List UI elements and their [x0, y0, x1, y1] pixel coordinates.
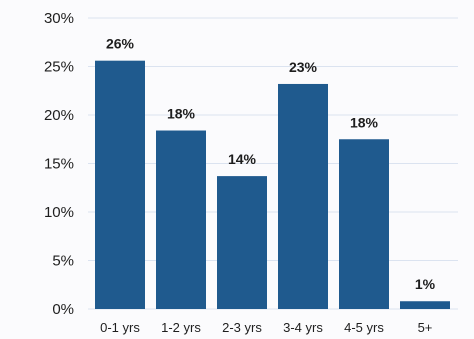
y-tick-label: 5%	[52, 253, 74, 270]
y-tick-label: 0%	[52, 301, 74, 318]
bar	[156, 130, 206, 309]
y-tick-label: 10%	[44, 204, 74, 221]
bar	[278, 83, 328, 310]
y-tick-label: 30%	[44, 10, 74, 27]
y-tick-label: 25%	[44, 59, 74, 76]
bar	[339, 139, 389, 309]
data-label: 1%	[415, 276, 436, 292]
bar	[95, 60, 145, 310]
x-tick-label: 2-3 yrs	[222, 320, 262, 335]
y-axis-tick-labels: 0% 5% 10% 15% 20% 25% 30%	[44, 10, 74, 318]
data-label: 14%	[228, 151, 257, 167]
x-axis-category-labels: 0-1 yrs 1-2 yrs 2-3 yrs 3-4 yrs 4-5 yrs 5+	[100, 320, 432, 335]
data-labels: 26% 18% 14% 23% 18% 1%	[106, 36, 436, 293]
data-label: 18%	[350, 114, 379, 130]
y-tick-label: 20%	[44, 107, 74, 124]
y-tick-label: 15%	[44, 156, 74, 173]
gridlines	[88, 17, 458, 310]
x-tick-label: 3-4 yrs	[283, 320, 323, 335]
data-label: 18%	[167, 106, 196, 122]
bar	[217, 176, 267, 309]
x-tick-label: 0-1 yrs	[100, 320, 140, 335]
data-label: 23%	[289, 59, 318, 75]
bars	[95, 60, 450, 310]
x-tick-label: 4-5 yrs	[344, 320, 384, 335]
x-tick-label: 5+	[418, 320, 433, 335]
data-label: 26%	[106, 36, 135, 52]
bar	[400, 301, 450, 309]
x-tick-label: 1-2 yrs	[161, 320, 201, 335]
